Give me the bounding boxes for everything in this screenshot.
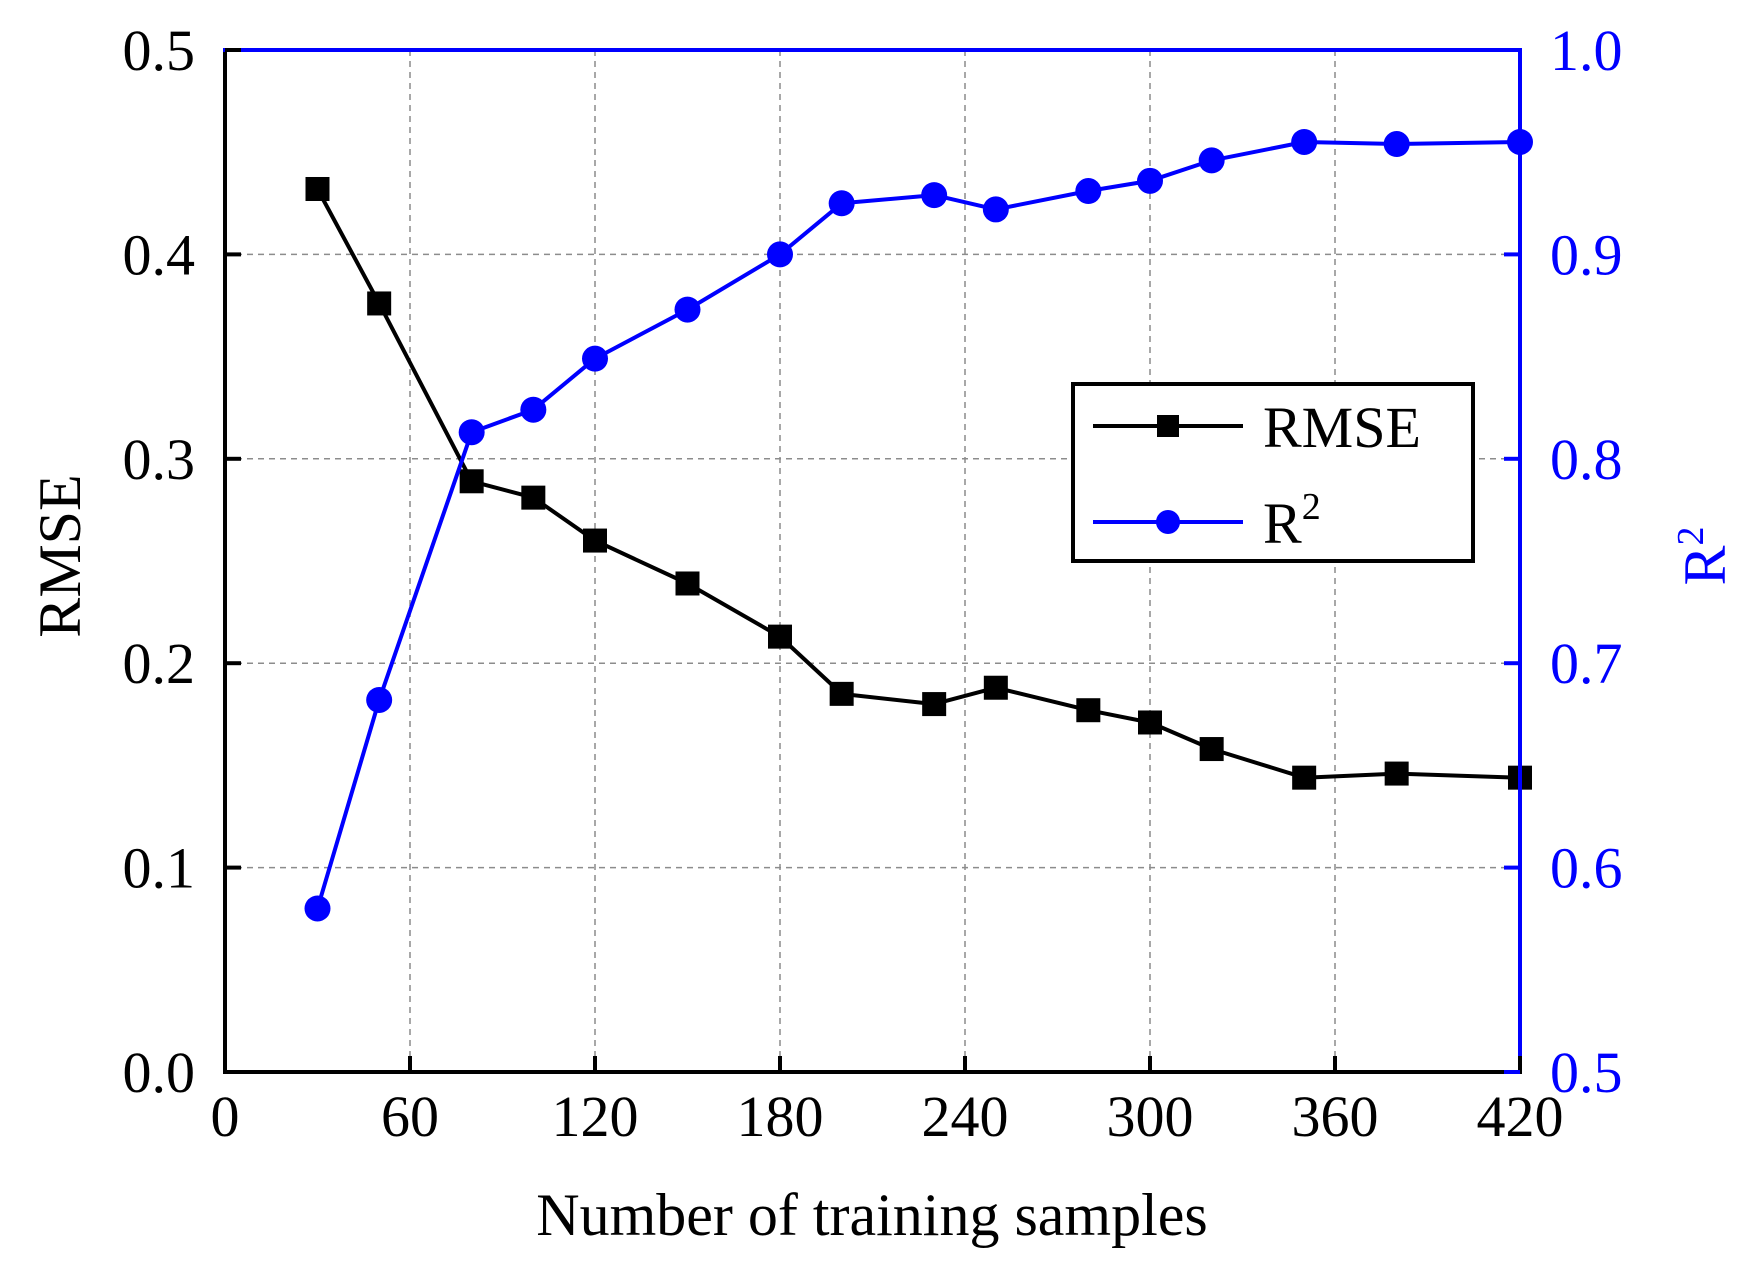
legend: RMSE R2 [1071, 382, 1475, 563]
data-point-rmse [1076, 698, 1101, 723]
data-point-r2 [458, 419, 485, 446]
y-right-axis-title-sup: 2 [1670, 526, 1712, 545]
data-point-rmse [459, 469, 484, 494]
legend-box [1071, 382, 1475, 563]
data-point-r2 [304, 895, 331, 922]
data-point-rmse [1138, 710, 1162, 735]
data-point-rmse [367, 291, 392, 316]
y-left-tick-label: 0.5 [123, 18, 196, 83]
x-tick-label: 240 [922, 1084, 1009, 1149]
y-right-tick-label: 0.5 [1550, 1040, 1623, 1105]
y-right-tick-label: 0.8 [1550, 427, 1623, 492]
legend-r2-label-base: R [1263, 491, 1302, 556]
y-left-tick-label: 0.1 [123, 836, 196, 901]
y-left-tick-label: 0.3 [123, 427, 196, 492]
series-line-rmse [315, 188, 1521, 780]
data-point-rmse [521, 485, 546, 510]
x-tick-label: 300 [1107, 1084, 1194, 1149]
y-right-axis-title: R2 [1670, 526, 1738, 585]
data-point-rmse [305, 176, 330, 201]
data-point-rmse [983, 675, 1008, 700]
data-point-r2 [767, 241, 793, 268]
x-tick-label: 360 [1292, 1084, 1379, 1149]
data-point-rmse [829, 681, 854, 706]
legend-rmse-label: RMSE [1263, 395, 1421, 460]
data-point-r2 [366, 686, 393, 713]
x-tick-label: 60 [381, 1084, 439, 1149]
data-point-r2 [1198, 147, 1225, 174]
y-right-tick-label: 0.9 [1550, 222, 1623, 287]
data-point-r2 [1075, 178, 1102, 205]
data-point-rmse [1384, 761, 1409, 786]
legend-r2-label: R2 [1263, 486, 1321, 556]
y-left-tick-label: 0.2 [123, 631, 196, 696]
data-point-rmse [922, 692, 947, 717]
series-line-r2 [315, 140, 1521, 910]
y-right-axis-title-base: R [1672, 545, 1738, 585]
data-point-r2 [1383, 131, 1410, 158]
y-left-tick-label: 0.4 [123, 222, 196, 287]
y-left-axis-title: RMSE [27, 474, 93, 637]
x-tick-label: 180 [737, 1084, 824, 1149]
plot-series [304, 128, 1533, 922]
data-point-r2 [1137, 167, 1163, 194]
y-right-tick-label: 0.6 [1550, 836, 1623, 901]
data-point-rmse [768, 624, 792, 649]
data-point-r2 [982, 196, 1009, 223]
data-point-r2 [828, 190, 855, 217]
x-tick-label: 0 [211, 1084, 240, 1149]
data-point-rmse [1292, 765, 1317, 790]
legend-r2-label-sup: 2 [1302, 486, 1321, 528]
y-right-tick-label: 0.7 [1550, 631, 1623, 696]
data-point-r2 [582, 345, 608, 372]
data-point-rmse [675, 571, 700, 596]
y-right-tick-label: 1.0 [1550, 18, 1623, 83]
data-point-rmse [1199, 737, 1224, 762]
x-tick-label: 120 [552, 1084, 639, 1149]
data-point-r2 [1291, 128, 1318, 155]
axes: 0 60 120 180 240 300 360 420 0.0 0.1 0.2 0.3 0.4 0.5 0… [123, 18, 1623, 1149]
legend-r2-marker [1156, 510, 1180, 534]
y-left-tick-label: 0.0 [123, 1040, 196, 1105]
legend-rmse-marker [1157, 415, 1179, 437]
data-point-r2 [520, 396, 547, 423]
x-tick-label: 420 [1477, 1084, 1564, 1149]
data-point-rmse [583, 528, 607, 553]
data-point-r2 [921, 182, 948, 209]
x-axis-title: Number of training samples [536, 1182, 1208, 1248]
data-point-r2 [674, 296, 701, 323]
